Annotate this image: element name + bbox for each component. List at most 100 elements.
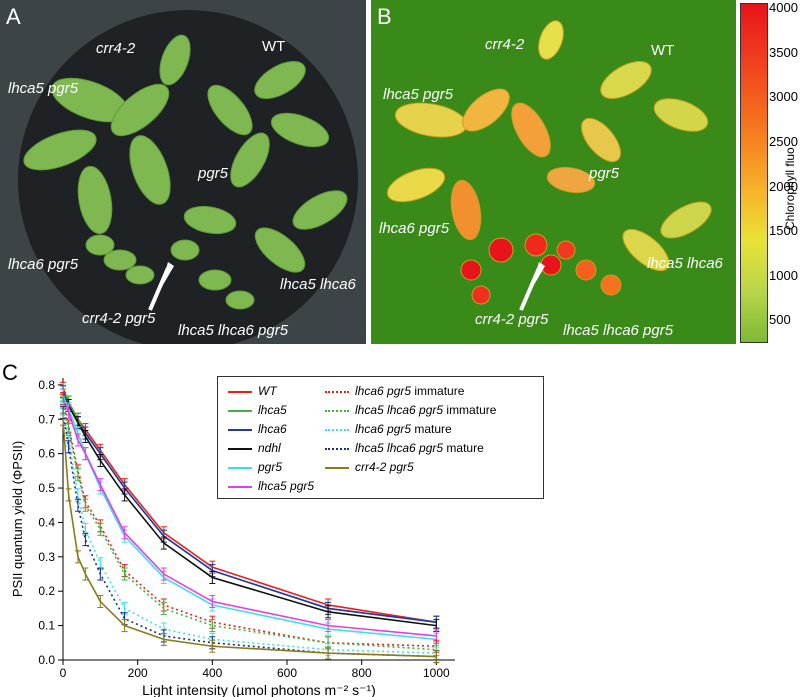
colorbar-tick: 3000 bbox=[769, 89, 798, 104]
colorbar-tick: 1000 bbox=[769, 268, 798, 283]
y-tick-label: 0.3 bbox=[38, 550, 55, 564]
colorbar-tick: 3500 bbox=[769, 45, 798, 60]
panel-b-plants bbox=[386, 20, 712, 311]
legend-swatch bbox=[325, 466, 349, 469]
label-lhca5-pgr5: lhca5 pgr5 bbox=[383, 86, 454, 103]
label-lhca5-lhca6: lhca5 lhca6 bbox=[647, 255, 723, 272]
colorbar-tick: 2500 bbox=[769, 134, 798, 149]
y-tick-label: 0.1 bbox=[38, 619, 55, 633]
label-lhca6-pgr5: lhca6 pgr5 bbox=[379, 220, 450, 237]
colorbar-tick: 1500 bbox=[769, 223, 798, 238]
label-crr4: crr4-2 bbox=[485, 36, 525, 53]
legend-label: crr4-2 pgr5 bbox=[355, 460, 414, 474]
legend-swatch bbox=[228, 390, 252, 393]
series-line bbox=[62, 408, 437, 654]
panel-a-photo: A crr4-2 WT lhca5 pgr5 pgr5 lhca6 pgr5 l… bbox=[0, 0, 366, 344]
legend-suffix: mature bbox=[443, 441, 484, 455]
legend-entry: ndhl bbox=[228, 441, 281, 455]
line-chart: 0 200 400 600 800 1000 0.0 0.1 0.2 0.3 0.4 0.5 0.6 0.… bbox=[10, 378, 455, 697]
series bbox=[60, 388, 440, 633]
label-crr4-pgr5: crr4-2 pgr5 bbox=[475, 311, 549, 328]
y-tick-label: 0.4 bbox=[38, 515, 55, 529]
legend-suffix: immature bbox=[443, 403, 497, 417]
legend-label: lhca5 bbox=[258, 403, 287, 417]
legend-label: lhca6 pgr5 bbox=[355, 422, 412, 436]
legend-swatch bbox=[325, 428, 349, 431]
legend-entry: lhca5 lhca6 pgr5 immature bbox=[325, 403, 496, 417]
label-crr4-pgr5: crr4-2 pgr5 bbox=[82, 310, 156, 327]
colorbar bbox=[740, 3, 768, 343]
y-axis-label: PSII quantum yield (ΦPSII) bbox=[10, 441, 25, 597]
legend-swatch bbox=[228, 485, 252, 488]
legend-label: lhca6 pgr5 bbox=[355, 384, 412, 398]
legend-entry: lhca6 pgr5 immature bbox=[325, 384, 464, 398]
y-tick-label: 0.2 bbox=[38, 584, 55, 598]
legend-label: lhca6 bbox=[258, 422, 287, 436]
label-lhca6-pgr5: lhca6 pgr5 bbox=[8, 256, 79, 273]
panel-b-fluorescence: B crr4-2 WT lhca5 pgr5 pgr5 lhca6 pgr5 l… bbox=[371, 0, 736, 344]
legend-entry: lhca5 lhca6 pgr5 mature bbox=[325, 441, 484, 455]
panel-c-letter: C bbox=[2, 360, 18, 385]
label-wt: WT bbox=[262, 38, 286, 55]
series-line bbox=[62, 398, 437, 648]
legend bbox=[217, 376, 544, 499]
legend-entry: crr4-2 pgr5 bbox=[325, 460, 414, 474]
x-tick-label: 400 bbox=[202, 666, 222, 680]
legend-swatch bbox=[325, 390, 349, 393]
series-line bbox=[62, 419, 437, 658]
x-axis-label: Light intensity (µmol photons m⁻² s⁻¹) bbox=[142, 682, 376, 697]
legend-label: WT bbox=[258, 384, 277, 398]
series-line bbox=[62, 401, 437, 651]
colorbar-tick: 4000 bbox=[769, 0, 798, 15]
y-tick-label: 0.7 bbox=[38, 412, 55, 426]
legend-swatch bbox=[228, 409, 252, 412]
series bbox=[60, 412, 440, 664]
x-tick-label: 800 bbox=[352, 666, 372, 680]
panel-b-letter: B bbox=[377, 4, 392, 29]
legend-swatch bbox=[228, 466, 252, 469]
legend-entry: pgr5 bbox=[228, 460, 282, 474]
legend-suffix: mature bbox=[411, 422, 452, 436]
label-wt: WT bbox=[651, 42, 675, 59]
legend-swatch bbox=[325, 409, 349, 412]
colorbar-tick: 500 bbox=[769, 312, 791, 327]
x-tick-label: 1000 bbox=[423, 666, 450, 680]
label-lhca5-lhca6-pgr5: lhca5 lhca6 pgr5 bbox=[178, 322, 289, 339]
legend-entry: WT bbox=[228, 384, 277, 398]
colorbar-tick: 2000 bbox=[769, 179, 798, 194]
colorbar-axis-label: Chlorophyll fluo. bbox=[783, 143, 797, 230]
legend-entry: lhca6 pgr5 mature bbox=[325, 422, 452, 436]
label-pgr5: pgr5 bbox=[589, 165, 620, 182]
label-lhca5-lhca6: lhca5 lhca6 bbox=[280, 276, 356, 293]
series-layer bbox=[60, 381, 440, 664]
legend-entry: lhca6 bbox=[228, 422, 287, 436]
label-lhca5-lhca6-pgr5: lhca5 lhca6 pgr5 bbox=[563, 322, 674, 339]
legend-suffix: immature bbox=[411, 384, 465, 398]
legend-label: lhca5 lhca6 pgr5 bbox=[355, 403, 444, 417]
legend-entry: lhca5 pgr5 bbox=[228, 479, 314, 493]
y-tick-label: 0.8 bbox=[38, 378, 55, 392]
series-line bbox=[62, 394, 437, 627]
y-tick-label: 0.6 bbox=[38, 447, 55, 461]
legend-label: lhca5 lhca6 pgr5 bbox=[355, 441, 444, 455]
x-tick-label: 200 bbox=[128, 666, 148, 680]
legend-swatch bbox=[228, 428, 252, 431]
legend-label: ndhl bbox=[258, 441, 281, 455]
y-tick-label: 0.5 bbox=[38, 481, 55, 495]
legend-swatch bbox=[228, 447, 252, 450]
panel-a-plants bbox=[18, 10, 358, 344]
legend-label: pgr5 bbox=[258, 460, 283, 474]
label-lhca5-pgr5: lhca5 pgr5 bbox=[8, 80, 79, 97]
x-tick-label: 600 bbox=[277, 666, 297, 680]
panel-a-letter: A bbox=[6, 4, 21, 29]
series bbox=[60, 395, 440, 657]
label-crr4: crr4-2 bbox=[96, 40, 136, 57]
label-pgr5: pgr5 bbox=[198, 165, 229, 182]
legend-label: lhca5 pgr5 bbox=[258, 479, 315, 493]
series-line bbox=[62, 398, 437, 637]
series bbox=[60, 392, 440, 643]
series-line bbox=[62, 394, 437, 641]
legend-entry: lhca5 bbox=[228, 403, 287, 417]
y-tick-label: 0.0 bbox=[38, 653, 55, 667]
x-tick-label: 0 bbox=[60, 666, 67, 680]
